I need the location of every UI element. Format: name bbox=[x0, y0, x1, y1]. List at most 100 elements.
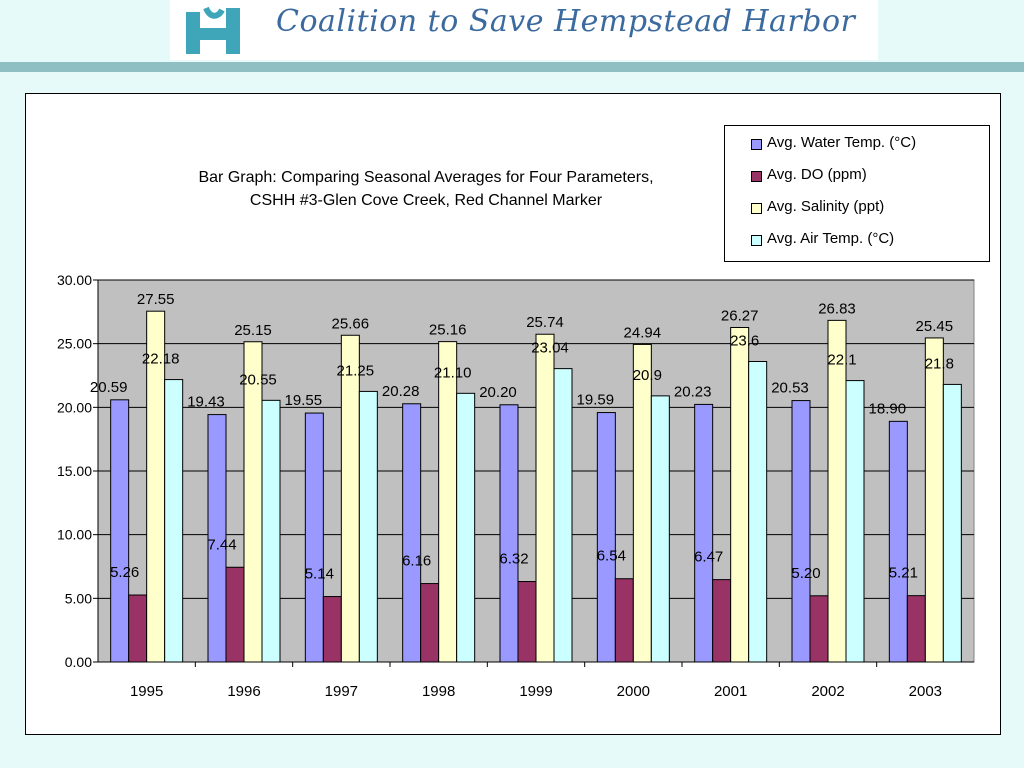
bar-1-2003 bbox=[888, 420, 908, 663]
data-label: 5.26 bbox=[110, 564, 139, 581]
legend-item: Avg. Air Temp. (°C) bbox=[751, 230, 895, 250]
data-label: 18.90 bbox=[869, 400, 907, 417]
legend-swatch bbox=[751, 235, 762, 246]
data-label: 23.6 bbox=[730, 332, 759, 349]
data-label: 19.59 bbox=[577, 392, 615, 409]
bar-4-1996 bbox=[261, 399, 281, 663]
chart-title-line-2: CSHH #3-Glen Cove Creek, Red Channel Mar… bbox=[249, 192, 603, 209]
chart-frame: 0.00 5.00 10.00 15.00 20.00 25.00 30.00 1995 20.… bbox=[25, 93, 1001, 735]
data-label: 25.45 bbox=[916, 318, 954, 335]
data-label: 25.15 bbox=[234, 322, 272, 339]
data-label: 21.8 bbox=[925, 355, 954, 372]
y-tick-label: 30.00 bbox=[57, 272, 92, 288]
bar-1-1997 bbox=[304, 412, 324, 663]
bar-1-2002 bbox=[791, 400, 811, 663]
legend-item: Avg. DO (ppm) bbox=[751, 166, 867, 186]
header-divider bbox=[0, 62, 1024, 72]
data-label: 20.9 bbox=[633, 367, 662, 384]
legend-label: Avg. DO (ppm) bbox=[767, 166, 867, 183]
bar-2-1998 bbox=[420, 583, 440, 663]
bar-3-2001 bbox=[730, 326, 750, 663]
bar-4-2000 bbox=[650, 395, 670, 663]
organization-name: Coalition to Save Hempstead Harbor bbox=[276, 4, 856, 39]
data-label: 25.16 bbox=[429, 322, 467, 339]
legend-swatch bbox=[751, 171, 762, 182]
bar-3-2000 bbox=[632, 343, 652, 663]
bar-2-1999 bbox=[517, 581, 537, 663]
data-label: 26.83 bbox=[818, 300, 856, 317]
bar-4-2001 bbox=[748, 360, 768, 663]
data-label: 25.74 bbox=[526, 314, 564, 331]
y-tick-label: 20.00 bbox=[57, 399, 92, 415]
data-label: 25.66 bbox=[332, 315, 370, 332]
data-label: 5.21 bbox=[889, 565, 918, 582]
bar-3-1999 bbox=[535, 333, 555, 663]
data-label: 21.10 bbox=[434, 364, 472, 381]
x-tick-label: 2002 bbox=[811, 683, 844, 700]
x-tick-label: 1999 bbox=[519, 683, 552, 700]
hh-monogram-logo-icon bbox=[186, 6, 240, 54]
bar-2-1997 bbox=[322, 596, 342, 663]
bar-2-1995 bbox=[128, 594, 148, 663]
legend-swatch bbox=[751, 139, 762, 150]
x-tick-label: 1997 bbox=[325, 683, 358, 700]
data-label: 20.23 bbox=[674, 383, 712, 400]
y-tick-label: 0.00 bbox=[65, 654, 92, 670]
bar-1-1999 bbox=[499, 404, 519, 663]
y-tick-label: 5.00 bbox=[65, 590, 92, 606]
bar-4-1998 bbox=[456, 392, 476, 663]
legend-swatch bbox=[751, 203, 762, 214]
bar-1-2000 bbox=[596, 412, 616, 663]
bar-3-2002 bbox=[827, 319, 847, 663]
data-label: 21.25 bbox=[337, 362, 375, 379]
bar-4-1995 bbox=[164, 379, 184, 663]
bar-1-1995 bbox=[110, 399, 130, 663]
data-label: 6.16 bbox=[402, 553, 431, 570]
bar-2-2000 bbox=[614, 578, 634, 663]
data-label: 7.44 bbox=[207, 536, 236, 553]
data-label: 24.94 bbox=[624, 324, 662, 341]
legend-label: Avg. Water Temp. (°C) bbox=[767, 134, 917, 151]
data-label: 5.14 bbox=[305, 566, 334, 583]
bar-1-2001 bbox=[694, 403, 714, 663]
data-label: 20.53 bbox=[771, 380, 809, 397]
chart-title: Bar Graph: Comparing Seasonal Averages f… bbox=[126, 166, 726, 212]
bar-3-1998 bbox=[438, 341, 458, 663]
data-label: 19.43 bbox=[187, 394, 225, 411]
data-label: 26.27 bbox=[721, 307, 759, 324]
data-label: 5.20 bbox=[791, 565, 820, 582]
x-tick-label: 1995 bbox=[130, 683, 163, 700]
data-label: 6.54 bbox=[597, 548, 626, 565]
x-tick-label: 2001 bbox=[714, 683, 747, 700]
bar-1-1998 bbox=[402, 403, 422, 663]
data-label: 22.1 bbox=[827, 352, 856, 369]
bar-4-1997 bbox=[358, 390, 378, 663]
x-tick-label: 2003 bbox=[909, 683, 942, 700]
data-label: 22.18 bbox=[142, 351, 180, 368]
legend-label: Avg. Salinity (ppt) bbox=[767, 198, 885, 215]
bar-2-1996 bbox=[225, 566, 245, 663]
y-tick-label: 10.00 bbox=[57, 527, 92, 543]
bar-3-2003 bbox=[924, 337, 944, 663]
legend-label: Avg. Air Temp. (°C) bbox=[767, 230, 895, 247]
legend-item: Avg. Salinity (ppt) bbox=[751, 198, 885, 218]
data-label: 20.28 bbox=[382, 383, 420, 400]
x-tick-label: 1996 bbox=[227, 683, 260, 700]
bar-2-2001 bbox=[712, 579, 732, 663]
bar-4-2002 bbox=[845, 380, 865, 663]
data-label: 20.20 bbox=[479, 384, 517, 401]
x-tick-label: 2000 bbox=[617, 683, 650, 700]
bar-2-2002 bbox=[809, 595, 829, 663]
bar-4-2003 bbox=[942, 383, 962, 663]
chart-title-line-1: Bar Graph: Comparing Seasonal Averages f… bbox=[198, 169, 654, 186]
bar-chart: 0.00 5.00 10.00 15.00 20.00 25.00 30.00 1995 20.… bbox=[57, 272, 975, 700]
data-label: 20.59 bbox=[90, 379, 128, 396]
chart-legend: Avg. Water Temp. (°C) Avg. DO (ppm) Avg. S… bbox=[724, 125, 990, 262]
y-tick-label: 25.00 bbox=[57, 336, 92, 352]
data-label: 6.47 bbox=[694, 549, 723, 566]
data-label: 20.55 bbox=[239, 371, 277, 388]
bar-4-1999 bbox=[553, 368, 573, 663]
data-label: 27.55 bbox=[137, 291, 175, 308]
data-label: 6.32 bbox=[499, 551, 528, 568]
bar-2-2003 bbox=[906, 595, 926, 663]
